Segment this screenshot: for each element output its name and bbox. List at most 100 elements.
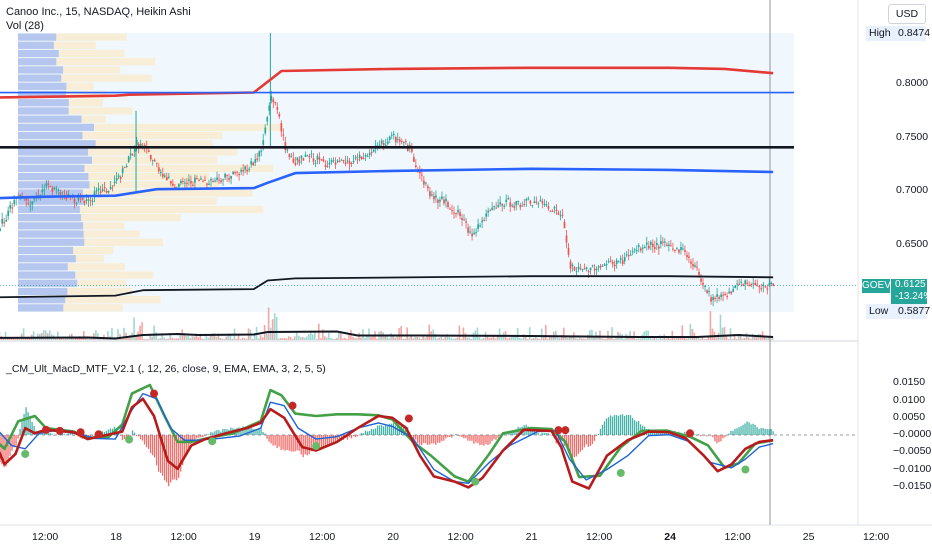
candle-body	[238, 174, 241, 176]
candle-body	[473, 232, 475, 235]
volume-bar	[179, 332, 182, 340]
macd-tick-label: 0.0050	[893, 410, 926, 423]
volume-bar	[408, 337, 410, 340]
candle-body	[617, 261, 620, 263]
candle-body	[298, 159, 301, 164]
time-tick-label: 12:00	[309, 531, 336, 543]
candle-body	[278, 113, 281, 117]
histogram-bar	[625, 414, 628, 435]
profile-bar-yellow	[18, 296, 161, 304]
histogram-bar	[19, 428, 21, 435]
histogram-bar	[23, 414, 25, 435]
volume-legend[interactable]: Vol (28)	[6, 20, 44, 32]
histogram-bar	[758, 429, 760, 435]
volume-bar	[556, 337, 559, 340]
histogram-bar	[320, 435, 322, 449]
candle-body	[690, 261, 692, 264]
lower-band-black	[0, 275, 774, 299]
currency-button[interactable]: USD	[888, 4, 926, 24]
candle-body	[256, 158, 259, 160]
profile-bar-yellow	[18, 205, 264, 214]
histogram-bar	[304, 435, 306, 455]
time-tick-label: 12:00	[170, 531, 197, 543]
histogram-bar	[491, 435, 493, 442]
candle-body	[97, 188, 100, 191]
histogram-bar	[288, 435, 290, 451]
candle-body	[555, 209, 558, 212]
ticker-tag: GOEV	[862, 279, 891, 293]
candle-body	[354, 156, 357, 159]
volume-bar	[546, 338, 549, 340]
candle-body	[362, 157, 365, 159]
volume-bar	[396, 335, 398, 340]
profile-bar-blue	[18, 214, 82, 222]
volume-bar	[309, 332, 312, 340]
volume-bar	[476, 327, 479, 340]
volume-bar	[709, 311, 712, 340]
histogram-bar	[712, 435, 714, 438]
histogram-bar	[348, 435, 351, 438]
histogram-bar	[155, 435, 158, 466]
candle-body	[103, 187, 106, 189]
histogram-bar	[473, 435, 475, 444]
volume-bar	[456, 337, 459, 340]
candle-body	[529, 200, 532, 204]
candle-body	[75, 203, 78, 205]
volume-bar	[434, 333, 437, 340]
histogram-bar	[41, 432, 43, 435]
histogram-bar	[151, 435, 154, 456]
volume-bar	[163, 337, 165, 340]
candle-body	[613, 264, 616, 267]
symbol-title[interactable]: Canoo Inc., 15, NASDAQ, Heikin Ashi	[6, 6, 191, 18]
histogram-bar	[358, 434, 361, 436]
candle-body	[288, 154, 291, 157]
candle-body	[519, 204, 522, 208]
profile-bar-yellow	[18, 214, 181, 222]
candle-body	[493, 206, 496, 208]
candle-body	[320, 159, 323, 161]
time-tick-label: 12:00	[32, 531, 59, 543]
volume-bar	[605, 338, 607, 340]
candle-body	[266, 117, 269, 122]
volume-bar	[512, 335, 515, 340]
candle-body	[0, 228, 2, 231]
candle-body	[449, 208, 451, 210]
histogram-bar	[254, 429, 256, 435]
indicator-legend[interactable]: _CM_Ult_MacD_MTF_V2.1 (, 12, 26, close, …	[6, 363, 326, 375]
candle-body	[487, 210, 490, 213]
volume-bar	[671, 330, 674, 340]
histogram-bar	[47, 431, 49, 435]
volume-bar	[749, 338, 752, 340]
candle-body	[190, 180, 192, 184]
candle-body	[5, 219, 8, 222]
candle-body	[228, 178, 230, 180]
candle-body	[591, 265, 594, 267]
histogram-bar	[322, 435, 324, 447]
volume-bar	[370, 336, 372, 340]
macd-tick-label: 0.0150	[893, 376, 926, 389]
candle-body	[192, 184, 194, 186]
histogram-bar	[216, 430, 218, 435]
histogram-bar	[495, 435, 497, 440]
volume-bar	[753, 335, 756, 340]
volume-bar	[715, 335, 718, 340]
candle-body	[443, 199, 445, 204]
volume-bar	[426, 334, 429, 340]
histogram-bar	[744, 423, 746, 435]
candle-body	[153, 159, 156, 161]
volume-bar	[422, 334, 425, 340]
histogram-bar	[161, 435, 164, 476]
candle-body	[47, 183, 50, 185]
price-tick-label: 0.6500	[896, 238, 929, 251]
candle-body	[543, 204, 546, 206]
histogram-bar	[33, 425, 35, 435]
profile-bar-blue	[18, 123, 94, 131]
candle-body	[314, 162, 317, 164]
low-tag: Low 0.5877	[866, 304, 930, 319]
volume-bar	[703, 338, 706, 340]
volume-bar	[336, 337, 338, 340]
candle-body	[378, 144, 381, 146]
candle-body	[728, 291, 731, 294]
candle-body	[19, 194, 22, 197]
